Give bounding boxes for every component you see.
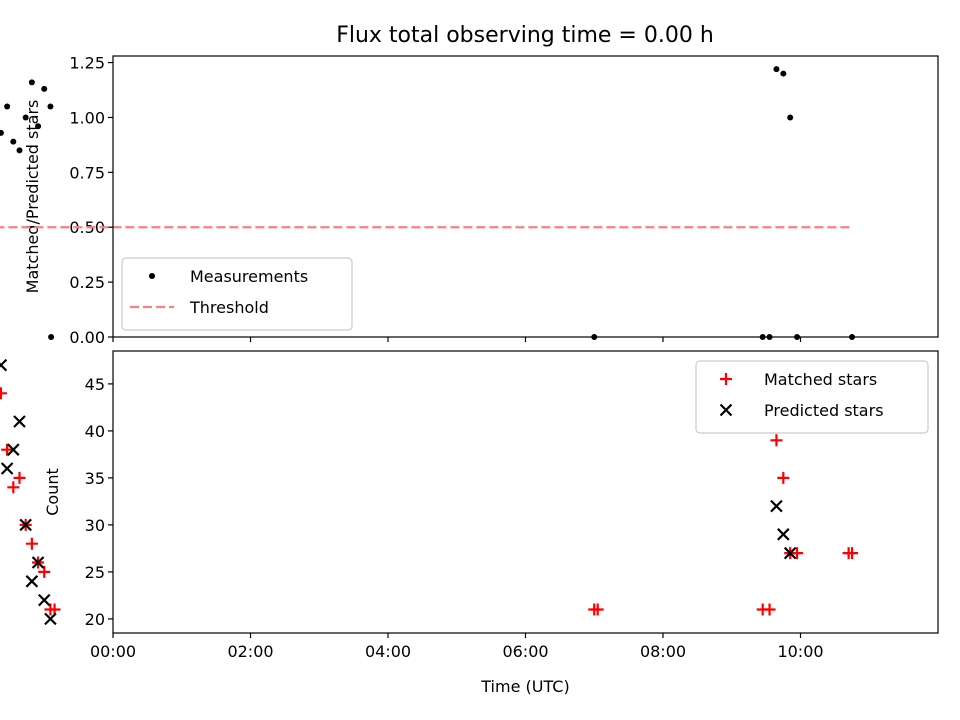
measurement-point bbox=[16, 147, 23, 154]
bottom-panel: 20253035404522:0000:0002:0004:0006:0008:… bbox=[0, 350, 939, 696]
chart-title: Flux total observing time = 0.00 h bbox=[336, 23, 714, 48]
x-tick-label: 06:00 bbox=[502, 642, 548, 661]
predicted-stars-point bbox=[25, 575, 39, 588]
y-tick-label: 0.00 bbox=[69, 328, 105, 347]
plot-area bbox=[0, 358, 859, 626]
matched-stars-point bbox=[1, 443, 14, 456]
predicted-stars-point bbox=[770, 499, 783, 513]
predicted-stars-point bbox=[7, 443, 20, 456]
measurement-point bbox=[28, 79, 35, 86]
matched-stars-point bbox=[763, 603, 776, 616]
predicted-stars-point bbox=[19, 518, 32, 532]
legend-box bbox=[695, 360, 929, 434]
measurement-point bbox=[41, 85, 48, 92]
matched-stars-point bbox=[846, 547, 859, 560]
y-axis-label: Count bbox=[43, 468, 62, 516]
predicted-stars-point bbox=[0, 358, 8, 372]
x-tick-label: 10:00 bbox=[777, 642, 823, 661]
x-tick-label: 02:00 bbox=[227, 642, 273, 661]
predicted-stars-point bbox=[777, 528, 790, 541]
y-tick-label: 0.25 bbox=[69, 273, 105, 292]
legend-matched-swatch bbox=[720, 373, 732, 385]
legend-label: Matched stars bbox=[764, 370, 877, 389]
y-tick-label: 30 bbox=[85, 516, 105, 535]
legend-predicted-swatch bbox=[719, 403, 733, 417]
legend-measurements-swatch bbox=[149, 273, 155, 279]
x-tick-label: 08:00 bbox=[640, 642, 686, 661]
measurement-point bbox=[35, 123, 42, 130]
y-tick-label: 25 bbox=[85, 563, 105, 582]
measurement-point bbox=[48, 334, 55, 340]
x-tick-label: 04:00 bbox=[365, 642, 411, 661]
matched-stars-point bbox=[0, 387, 7, 400]
predicted-stars-point bbox=[13, 415, 26, 428]
legend-label: Threshold bbox=[189, 298, 269, 317]
top-panel: 0.000.250.500.751.001.25Matched/Predicte… bbox=[0, 54, 939, 347]
measurement-point bbox=[22, 114, 29, 121]
y-tick-label: 35 bbox=[85, 469, 105, 488]
y-axis-label: Matched/Predicted stars bbox=[23, 100, 42, 294]
x-tick-label: 00:00 bbox=[90, 642, 136, 661]
legend-label: Predicted stars bbox=[764, 401, 884, 420]
predicted-stars-point bbox=[783, 546, 797, 560]
predicted-stars-point bbox=[37, 593, 51, 607]
axes-frame bbox=[112, 350, 939, 634]
measurement-point bbox=[773, 66, 780, 73]
measurement-point bbox=[787, 114, 794, 121]
axes-frame bbox=[112, 55, 939, 338]
predicted-stars-point bbox=[0, 462, 14, 475]
legend-label: Measurements bbox=[190, 267, 308, 286]
y-tick-label: 0.75 bbox=[69, 163, 105, 182]
matched-stars-point bbox=[13, 471, 26, 484]
matched-stars-point bbox=[770, 434, 783, 447]
legend: Matched stars Predicted stars bbox=[695, 360, 929, 434]
y-tick-label: 20 bbox=[85, 610, 105, 629]
matched-stars-point bbox=[591, 603, 604, 616]
y-tick-label: 1.25 bbox=[69, 54, 105, 73]
matched-stars-point bbox=[777, 471, 790, 484]
y-tick-label: 45 bbox=[85, 375, 105, 394]
measurement-point bbox=[10, 138, 17, 145]
predicted-stars-point bbox=[44, 612, 57, 626]
matched-stars-point bbox=[7, 481, 20, 494]
matched-stars-point bbox=[791, 547, 804, 560]
y-tick-label: 40 bbox=[85, 422, 105, 441]
measurement-point bbox=[47, 103, 54, 110]
legend-box bbox=[121, 257, 353, 331]
measurement-point bbox=[4, 103, 11, 110]
predicted-stars-point bbox=[31, 556, 45, 569]
matched-stars-point bbox=[25, 537, 38, 550]
legend: Measurements Threshold bbox=[121, 257, 353, 331]
measurement-point bbox=[0, 129, 4, 136]
x-axis-label: Time (UTC) bbox=[480, 677, 569, 696]
matched-stars-point bbox=[38, 565, 51, 578]
y-tick-label: 1.00 bbox=[69, 108, 105, 127]
measurement-point bbox=[780, 70, 787, 77]
